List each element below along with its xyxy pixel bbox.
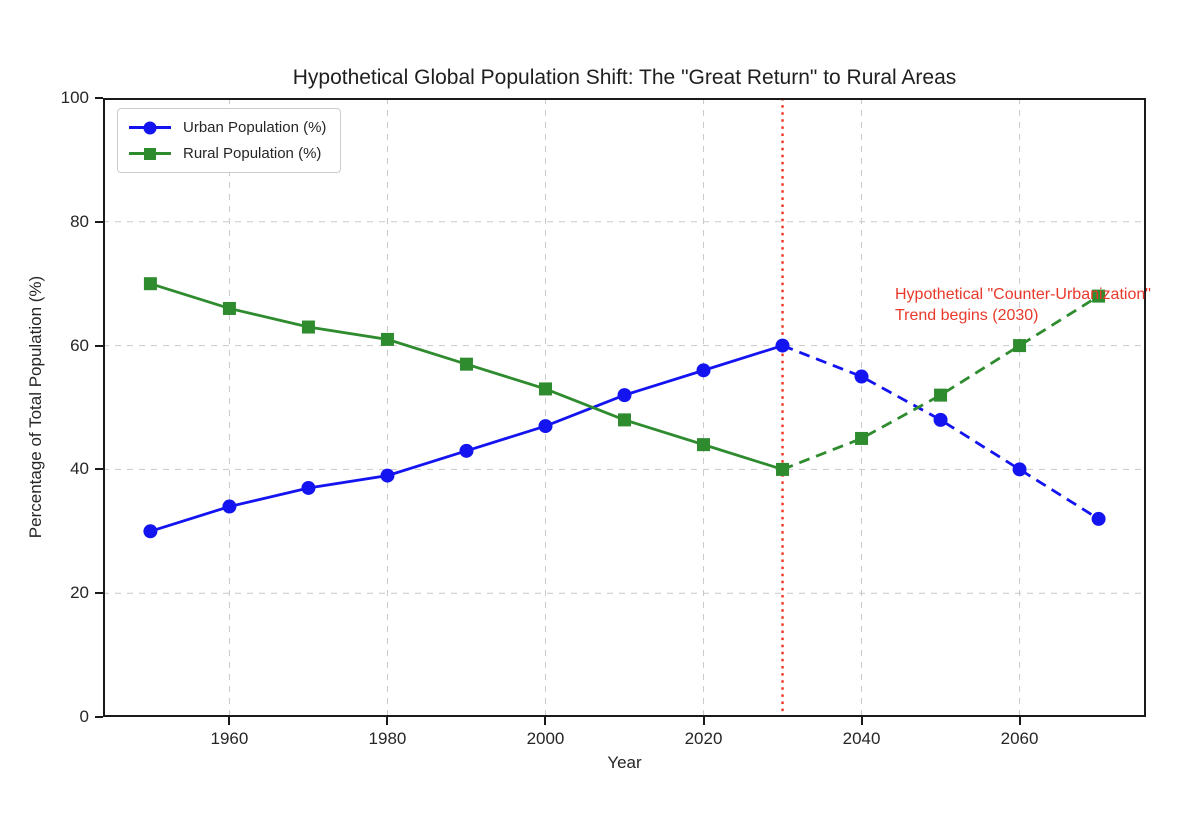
chart-title: Hypothetical Global Population Shift: Th… [292,66,957,89]
urban-data-point [459,443,474,458]
rural-data-point [380,332,394,346]
x-tick-label: 2000 [526,729,565,748]
x-tick-mark [702,717,705,725]
urban-data-point [617,388,632,403]
y-tick-label: 80 [70,211,89,231]
rural-data-point [538,382,552,396]
y-tick-mark [95,592,103,595]
rural-data-point [934,388,948,402]
rural-data-point [776,462,790,476]
y-tick-mark [95,716,103,718]
x-tick-label: 1960 [210,729,249,748]
urban-series-line-dashed [782,344,1100,521]
rural-line-sample [129,146,171,161]
legend-label-rural: Rural Population (%) [183,145,322,162]
urban-data-point [301,480,316,495]
plot-border [103,98,1146,717]
urban-data-point [222,499,237,514]
urban-data-point [696,363,711,378]
urban-data-point [1091,511,1106,526]
rural-data-point [1013,339,1027,353]
urban-data-point [775,338,790,353]
y-tick-label: 0 [79,707,89,726]
urban-circle-marker-icon [143,121,157,134]
y-tick-label: 60 [70,335,89,355]
y-tick-mark [95,97,103,99]
plot-area: Hypothetical "Counter-Urbanization" Tren… [103,98,1151,717]
x-tick-mark [860,717,863,725]
urban-data-point [933,412,948,427]
x-tick-mark [1018,717,1021,725]
y-tick-label: 100 [60,88,89,107]
plot-canvas [103,98,1146,717]
rural-series-line-dashed [782,294,1100,471]
legend-item-rural: Rural Population (%) [129,145,326,162]
y-tick-mark [95,468,103,471]
y-tick-mark [95,220,103,223]
rural-data-point [222,301,236,315]
urban-line-sample [129,120,171,135]
y-tick-label: 40 [70,459,89,479]
x-tick-label: 1980 [368,729,407,748]
y-axis-label: Percentage of Total Population (%) [26,275,45,539]
rural-data-point [459,357,473,371]
y-tick-mark [95,344,103,347]
rural-data-point [1092,289,1106,303]
x-tick-mark [544,717,547,725]
rural-data-point [697,438,711,452]
rural-data-point [143,277,157,291]
y-tick-label: 20 [70,583,89,603]
rural-square-marker-icon [144,147,156,160]
urban-data-point [854,369,869,384]
legend-item-urban: Urban Population (%) [129,119,326,136]
rural-data-point [301,320,315,334]
urban-data-point [1012,462,1027,477]
urban-data-point [143,524,158,539]
legend-label-urban: Urban Population (%) [183,119,327,136]
x-tick-label: 2060 [1000,729,1039,748]
legend: Urban Population (%) Rural Population (%… [117,108,342,173]
x-tick-mark [228,717,231,725]
annotation-line-2: Trend begins (2030) [895,307,1039,324]
rural-data-point [618,413,631,427]
urban-data-point [380,468,395,483]
x-tick-label: 2020 [684,729,723,748]
rural-data-point [855,431,869,445]
x-tick-mark [386,717,389,725]
vline-annotation: Hypothetical "Counter-Urbanization" Tren… [895,284,1151,326]
urban-data-point [538,419,553,434]
x-axis-label: Year [607,753,642,772]
annotation-line-1: Hypothetical "Counter-Urbanization" [895,286,1151,303]
x-tick-label: 2040 [842,729,881,748]
